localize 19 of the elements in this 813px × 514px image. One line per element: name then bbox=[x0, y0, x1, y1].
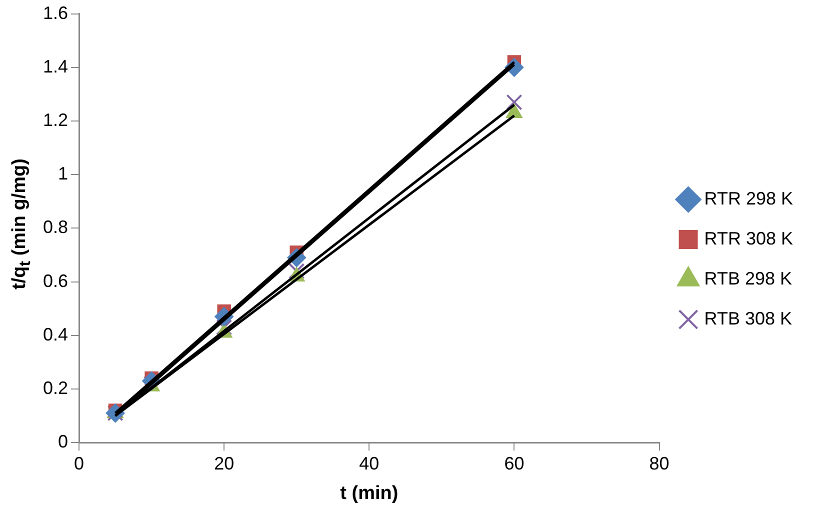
x-tick-label: 20 bbox=[214, 453, 234, 474]
y-tick-label: 1.6 bbox=[42, 2, 68, 23]
legend-label: RTR 308 K bbox=[704, 228, 794, 248]
x-tick-label: 80 bbox=[649, 453, 670, 474]
y-tick-label: 1.4 bbox=[42, 56, 68, 76]
legend-label: RTR 298 K bbox=[704, 188, 794, 208]
y-tick-label: 0.8 bbox=[42, 217, 68, 238]
x-tick-label: 40 bbox=[359, 453, 380, 474]
y-tick-label: 1 bbox=[58, 164, 68, 184]
x-axis-title: t (min) bbox=[340, 482, 398, 504]
y-tick-label: 0.6 bbox=[42, 270, 68, 291]
legend-label: RTB 308 K bbox=[704, 308, 792, 328]
y-tick-label: 0 bbox=[58, 432, 68, 452]
legend-label: RTB 298 K bbox=[704, 268, 792, 288]
x-tick-label: 0 bbox=[74, 453, 84, 474]
y-tick-label: 1.2 bbox=[42, 110, 68, 130]
y-tick-label: 0.2 bbox=[42, 378, 68, 398]
x-tick-label: 60 bbox=[504, 453, 524, 474]
y-tick-label: 0.4 bbox=[42, 324, 68, 344]
